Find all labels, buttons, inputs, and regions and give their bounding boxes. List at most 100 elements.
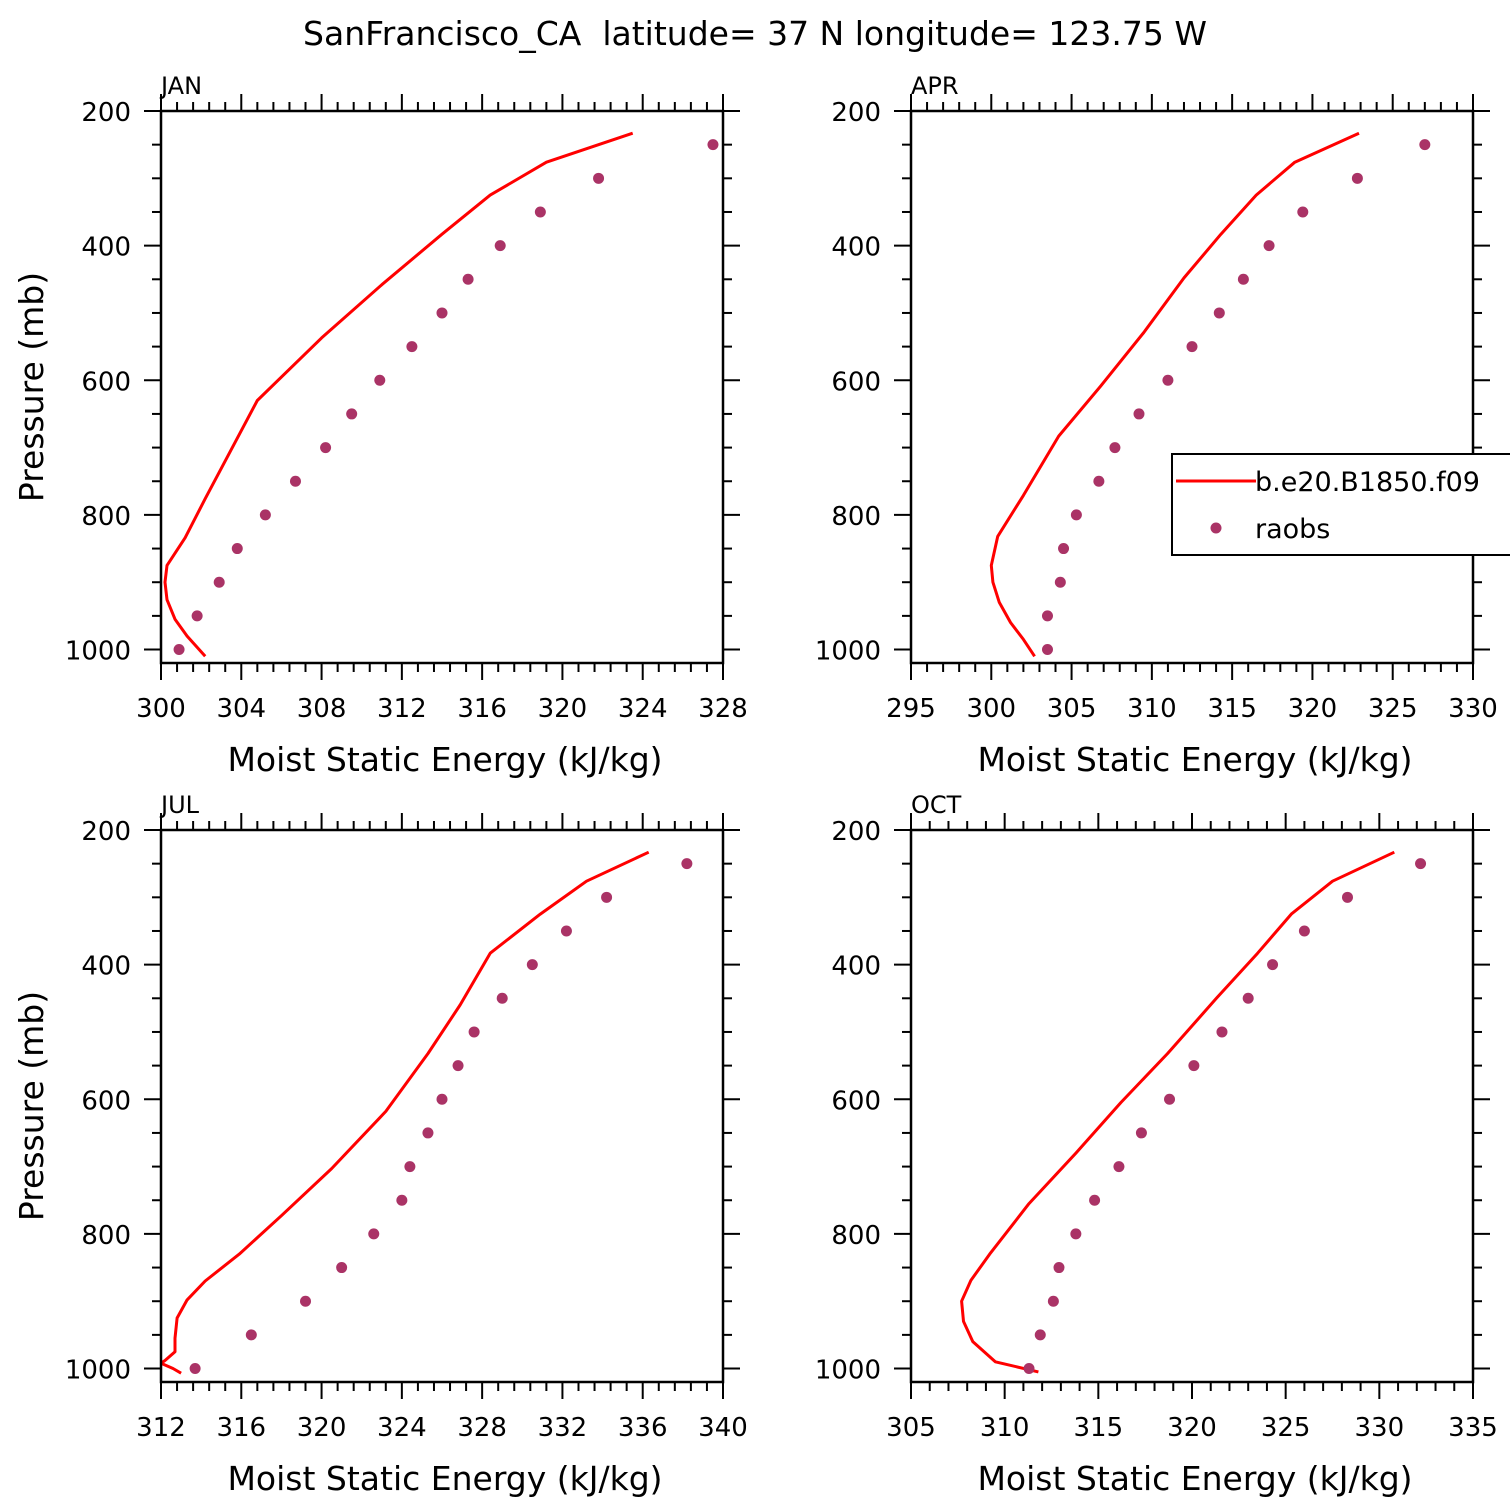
y-tick-label: 200: [81, 817, 131, 847]
data-point-raobs: [494, 240, 506, 252]
x-tick-label: 328: [698, 694, 748, 724]
data-point-raobs: [1034, 1329, 1046, 1341]
x-tick-label: 304: [216, 694, 266, 724]
data-point-raobs: [1263, 240, 1275, 252]
data-point-raobs: [496, 992, 508, 1004]
data-point-raobs: [1267, 959, 1279, 971]
x-tick-label: 305: [886, 1413, 936, 1443]
y-tick-label: 200: [831, 98, 881, 128]
data-point-raobs: [1070, 509, 1082, 521]
figure-title: SanFrancisco_CA latitude= 37 N longitude…: [303, 14, 1207, 53]
data-point-raobs: [336, 1262, 348, 1274]
data-point-raobs: [1089, 1194, 1101, 1206]
panel-label: JUL: [159, 791, 200, 819]
y-tick-label: 400: [831, 952, 881, 982]
x-axis-label: Moist Static Energy (kJ/kg): [227, 1459, 662, 1498]
data-point-raobs: [300, 1295, 312, 1307]
data-point-raobs: [462, 273, 474, 285]
data-point-raobs: [1047, 1295, 1059, 1307]
data-point-raobs: [1298, 925, 1310, 937]
y-tick-label: 200: [831, 817, 881, 847]
data-point-raobs: [1188, 1060, 1200, 1072]
data-point-raobs: [346, 408, 358, 420]
x-tick-label: 316: [457, 694, 507, 724]
x-tick-label: 320: [1167, 1413, 1217, 1443]
series-line-model: [163, 131, 634, 658]
data-point-raobs: [1041, 610, 1053, 622]
x-tick-label: 312: [136, 1413, 186, 1443]
data-point-raobs: [1054, 576, 1066, 588]
data-point-raobs: [1415, 858, 1427, 870]
plot-area: [161, 850, 693, 1375]
data-point-raobs: [526, 959, 538, 971]
panel-label: OCT: [911, 791, 962, 819]
y-axis-label: Pressure (mb): [12, 991, 51, 1221]
data-point-raobs: [1133, 408, 1145, 420]
x-tick-label: 300: [136, 694, 186, 724]
x-tick-label: 330: [1355, 1413, 1405, 1443]
data-point-raobs: [1242, 992, 1254, 1004]
y-tick-label: 600: [831, 367, 881, 397]
x-tick-label: 324: [618, 694, 668, 724]
data-point-raobs: [1109, 442, 1121, 454]
y-tick-label: 600: [831, 1086, 881, 1116]
data-point-raobs: [1135, 1127, 1147, 1139]
x-tick-label: 316: [216, 1413, 266, 1443]
data-point-raobs: [191, 610, 203, 622]
x-tick-label: 330: [1448, 694, 1498, 724]
y-tick-label: 1000: [65, 637, 131, 667]
x-tick-label: 315: [1207, 694, 1257, 724]
y-tick-label: 800: [81, 502, 131, 532]
y-tick-label: 800: [831, 502, 881, 532]
x-tick-label: 336: [618, 1413, 668, 1443]
y-tick-label: 1000: [815, 637, 881, 667]
data-point-raobs: [1070, 1228, 1082, 1240]
data-point-raobs: [1186, 341, 1198, 353]
data-point-raobs: [245, 1329, 257, 1341]
legend-box: [1171, 453, 1510, 556]
data-point-raobs: [231, 543, 243, 555]
data-point-raobs: [320, 442, 332, 454]
series-line-model: [161, 850, 650, 1375]
data-point-raobs: [289, 475, 301, 487]
data-point-raobs: [436, 1093, 448, 1105]
data-point-raobs: [1113, 1161, 1125, 1173]
y-tick-label: 1000: [65, 1356, 131, 1386]
plot-frame: [909, 109, 1475, 665]
y-tick-label: 400: [81, 952, 131, 982]
plot-frame: [909, 828, 1475, 1384]
x-tick-label: 312: [377, 694, 427, 724]
x-tick-label: 295: [886, 694, 936, 724]
data-point-raobs: [374, 374, 386, 386]
x-tick-label: 305: [1047, 694, 1097, 724]
y-tick-label: 600: [81, 1086, 131, 1116]
data-point-raobs: [396, 1194, 408, 1206]
data-point-raobs: [1341, 891, 1353, 903]
data-point-raobs: [1058, 543, 1070, 555]
legend-obs-label: raobs: [1255, 514, 1330, 545]
data-point-raobs: [213, 576, 225, 588]
data-point-raobs: [1351, 172, 1363, 184]
data-point-raobs: [681, 858, 693, 870]
data-point-raobs: [436, 307, 448, 319]
y-tick-label: 200: [81, 98, 131, 128]
data-point-raobs: [534, 206, 546, 218]
x-tick-label: 325: [1261, 1413, 1311, 1443]
legend-marker-swatch: [1210, 522, 1222, 534]
x-tick-label: 320: [297, 1413, 347, 1443]
x-axis-label: Moist Static Energy (kJ/kg): [227, 740, 662, 779]
data-point-raobs: [1164, 1093, 1176, 1105]
data-point-raobs: [707, 139, 719, 151]
x-tick-label: 325: [1368, 694, 1418, 724]
data-point-raobs: [1023, 1363, 1035, 1375]
data-point-raobs: [1093, 475, 1105, 487]
plot-frame: [159, 109, 725, 665]
data-point-raobs: [452, 1060, 464, 1072]
x-axis-label: Moist Static Energy (kJ/kg): [977, 740, 1412, 779]
